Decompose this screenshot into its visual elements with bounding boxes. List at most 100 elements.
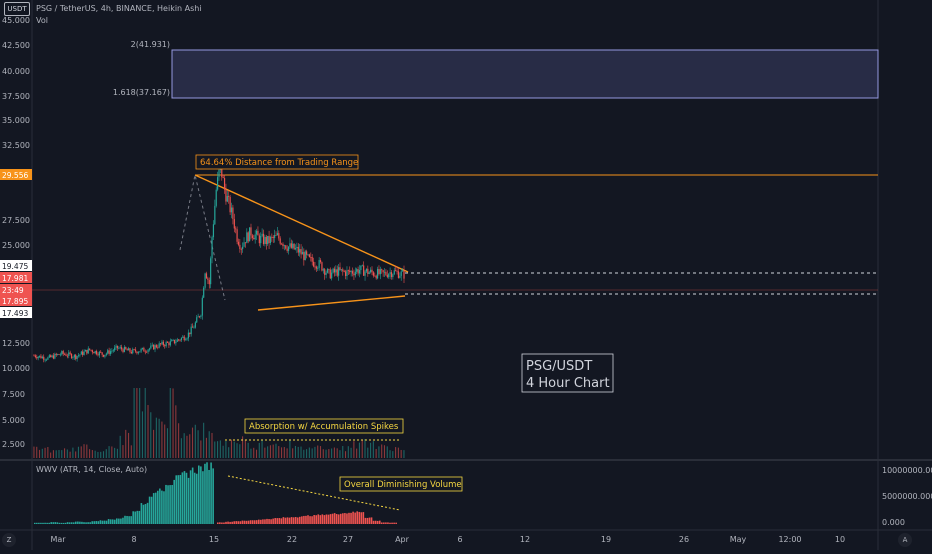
wwv-down-bar bbox=[237, 521, 240, 524]
wwv-down-bar bbox=[272, 518, 274, 524]
candle-body bbox=[93, 352, 95, 354]
candle-body bbox=[304, 251, 306, 261]
wwv-up-bar bbox=[66, 522, 69, 524]
wwv-up-bar bbox=[56, 522, 59, 524]
chart-note-line2[interactable]: 4 Hour Chart bbox=[526, 376, 610, 391]
candle-body bbox=[262, 233, 265, 244]
candle-body bbox=[34, 355, 36, 358]
candle-body bbox=[187, 332, 189, 339]
volume-bar bbox=[119, 435, 121, 458]
wwv-up-bar bbox=[77, 521, 79, 524]
candle-body bbox=[306, 251, 308, 255]
volume-bar bbox=[239, 444, 241, 458]
candle-body bbox=[215, 189, 217, 206]
candle-body bbox=[279, 238, 281, 244]
volume-bar bbox=[236, 443, 238, 458]
wwv-up-bar bbox=[85, 522, 87, 524]
volume-bar bbox=[283, 447, 285, 458]
zoom-corner-button[interactable]: Z bbox=[2, 533, 16, 547]
candle-body bbox=[172, 339, 174, 341]
candle-body bbox=[140, 348, 142, 352]
candle-body bbox=[269, 236, 272, 244]
candle-body bbox=[358, 270, 361, 274]
triangle-upper-line[interactable] bbox=[194, 174, 409, 273]
indicator-axis[interactable]: 10000000.000 5000000.000 0.000 bbox=[882, 466, 932, 527]
auto-scale-button[interactable]: A bbox=[898, 533, 912, 547]
volume-bar bbox=[386, 446, 388, 458]
volume-bar bbox=[294, 445, 297, 458]
indicator-label[interactable]: WWV (ATR, 14, Close, Auto) bbox=[36, 465, 147, 474]
price-tick-label: 17.981 bbox=[2, 274, 28, 283]
wwv-down-bar bbox=[292, 517, 295, 524]
wwv-down-bar bbox=[294, 516, 297, 524]
wwv-up-bar bbox=[40, 522, 42, 524]
candle-body bbox=[237, 241, 240, 245]
wwv-down-bar bbox=[243, 520, 246, 524]
candle-body bbox=[230, 207, 233, 213]
volume-bar bbox=[130, 445, 132, 458]
candle-body bbox=[55, 353, 57, 355]
wwv-up-bar bbox=[144, 504, 147, 524]
candle-body bbox=[136, 351, 138, 354]
wwv-down-bar bbox=[303, 515, 305, 524]
wwv-down-bar bbox=[260, 519, 262, 524]
wwv-down-bar bbox=[290, 517, 293, 524]
time-axis[interactable]: Mar 8 15 22 27 Apr 6 12 19 26 May 12:00 10 bbox=[50, 535, 845, 544]
wwv-down-bar bbox=[395, 522, 397, 524]
wwv-down-bar bbox=[337, 514, 340, 524]
absorption-label[interactable]: Absorption w/ Accumulation Spikes bbox=[249, 422, 399, 432]
candle-body bbox=[84, 349, 87, 352]
wwv-down-bar bbox=[266, 518, 268, 524]
time-tick-label: Apr bbox=[395, 535, 410, 544]
candle-body bbox=[57, 354, 59, 355]
candle-body bbox=[122, 349, 124, 352]
candle-body bbox=[294, 248, 297, 250]
wwv-down-bar bbox=[288, 517, 291, 524]
volume-bar bbox=[166, 428, 169, 458]
candle-body bbox=[210, 258, 212, 285]
wwv-down-bar bbox=[258, 519, 260, 524]
wwv-up-bar bbox=[152, 493, 155, 524]
currency-button[interactable]: USDT bbox=[4, 2, 30, 16]
diminishing-label[interactable]: Overall Diminishing Volume bbox=[344, 480, 462, 490]
candle-body bbox=[265, 236, 267, 245]
candle-body bbox=[228, 196, 230, 198]
candle-body bbox=[48, 355, 50, 358]
wwv-down-bar bbox=[368, 517, 371, 524]
candle-body bbox=[276, 233, 279, 236]
candle-body bbox=[357, 269, 359, 274]
price-axis[interactable]: 45.000 42.500 40.000 37.500 35.000 32.500 29.5… bbox=[0, 16, 32, 449]
volume-bar bbox=[197, 430, 199, 458]
wwv-down-bar bbox=[356, 511, 358, 524]
candle-body bbox=[214, 205, 216, 225]
candle-body bbox=[45, 359, 48, 361]
candle-body bbox=[246, 232, 248, 244]
wwv-down-bar bbox=[219, 522, 221, 524]
fib-target-box[interactable] bbox=[171, 49, 879, 99]
candle-body bbox=[169, 341, 171, 346]
chart-note-line1[interactable]: PSG/USDT bbox=[526, 359, 592, 374]
candle-body bbox=[344, 271, 347, 276]
candle-body bbox=[144, 351, 146, 353]
distance-label[interactable]: 64.64% Distance from Trading Range bbox=[200, 158, 358, 168]
candle-body bbox=[87, 348, 89, 354]
wwv-down-bar bbox=[358, 511, 361, 524]
candle-body bbox=[105, 353, 107, 355]
time-tick-label: 26 bbox=[679, 535, 689, 544]
wwv-down-bar bbox=[325, 514, 328, 524]
volume-bar bbox=[328, 449, 330, 458]
triangle-lower-line[interactable] bbox=[257, 295, 406, 311]
candle-body bbox=[249, 227, 251, 242]
candle-body bbox=[282, 243, 284, 247]
wwv-up-bar bbox=[167, 485, 169, 524]
volume-bar bbox=[367, 447, 369, 458]
volume-bar bbox=[230, 439, 233, 458]
candle-body bbox=[311, 257, 313, 262]
volume-bar bbox=[136, 388, 138, 458]
volume-bar bbox=[267, 446, 269, 458]
volume-bar bbox=[64, 448, 66, 458]
candle-body bbox=[147, 349, 149, 352]
candle-body bbox=[52, 355, 55, 359]
candle-body bbox=[207, 278, 209, 280]
